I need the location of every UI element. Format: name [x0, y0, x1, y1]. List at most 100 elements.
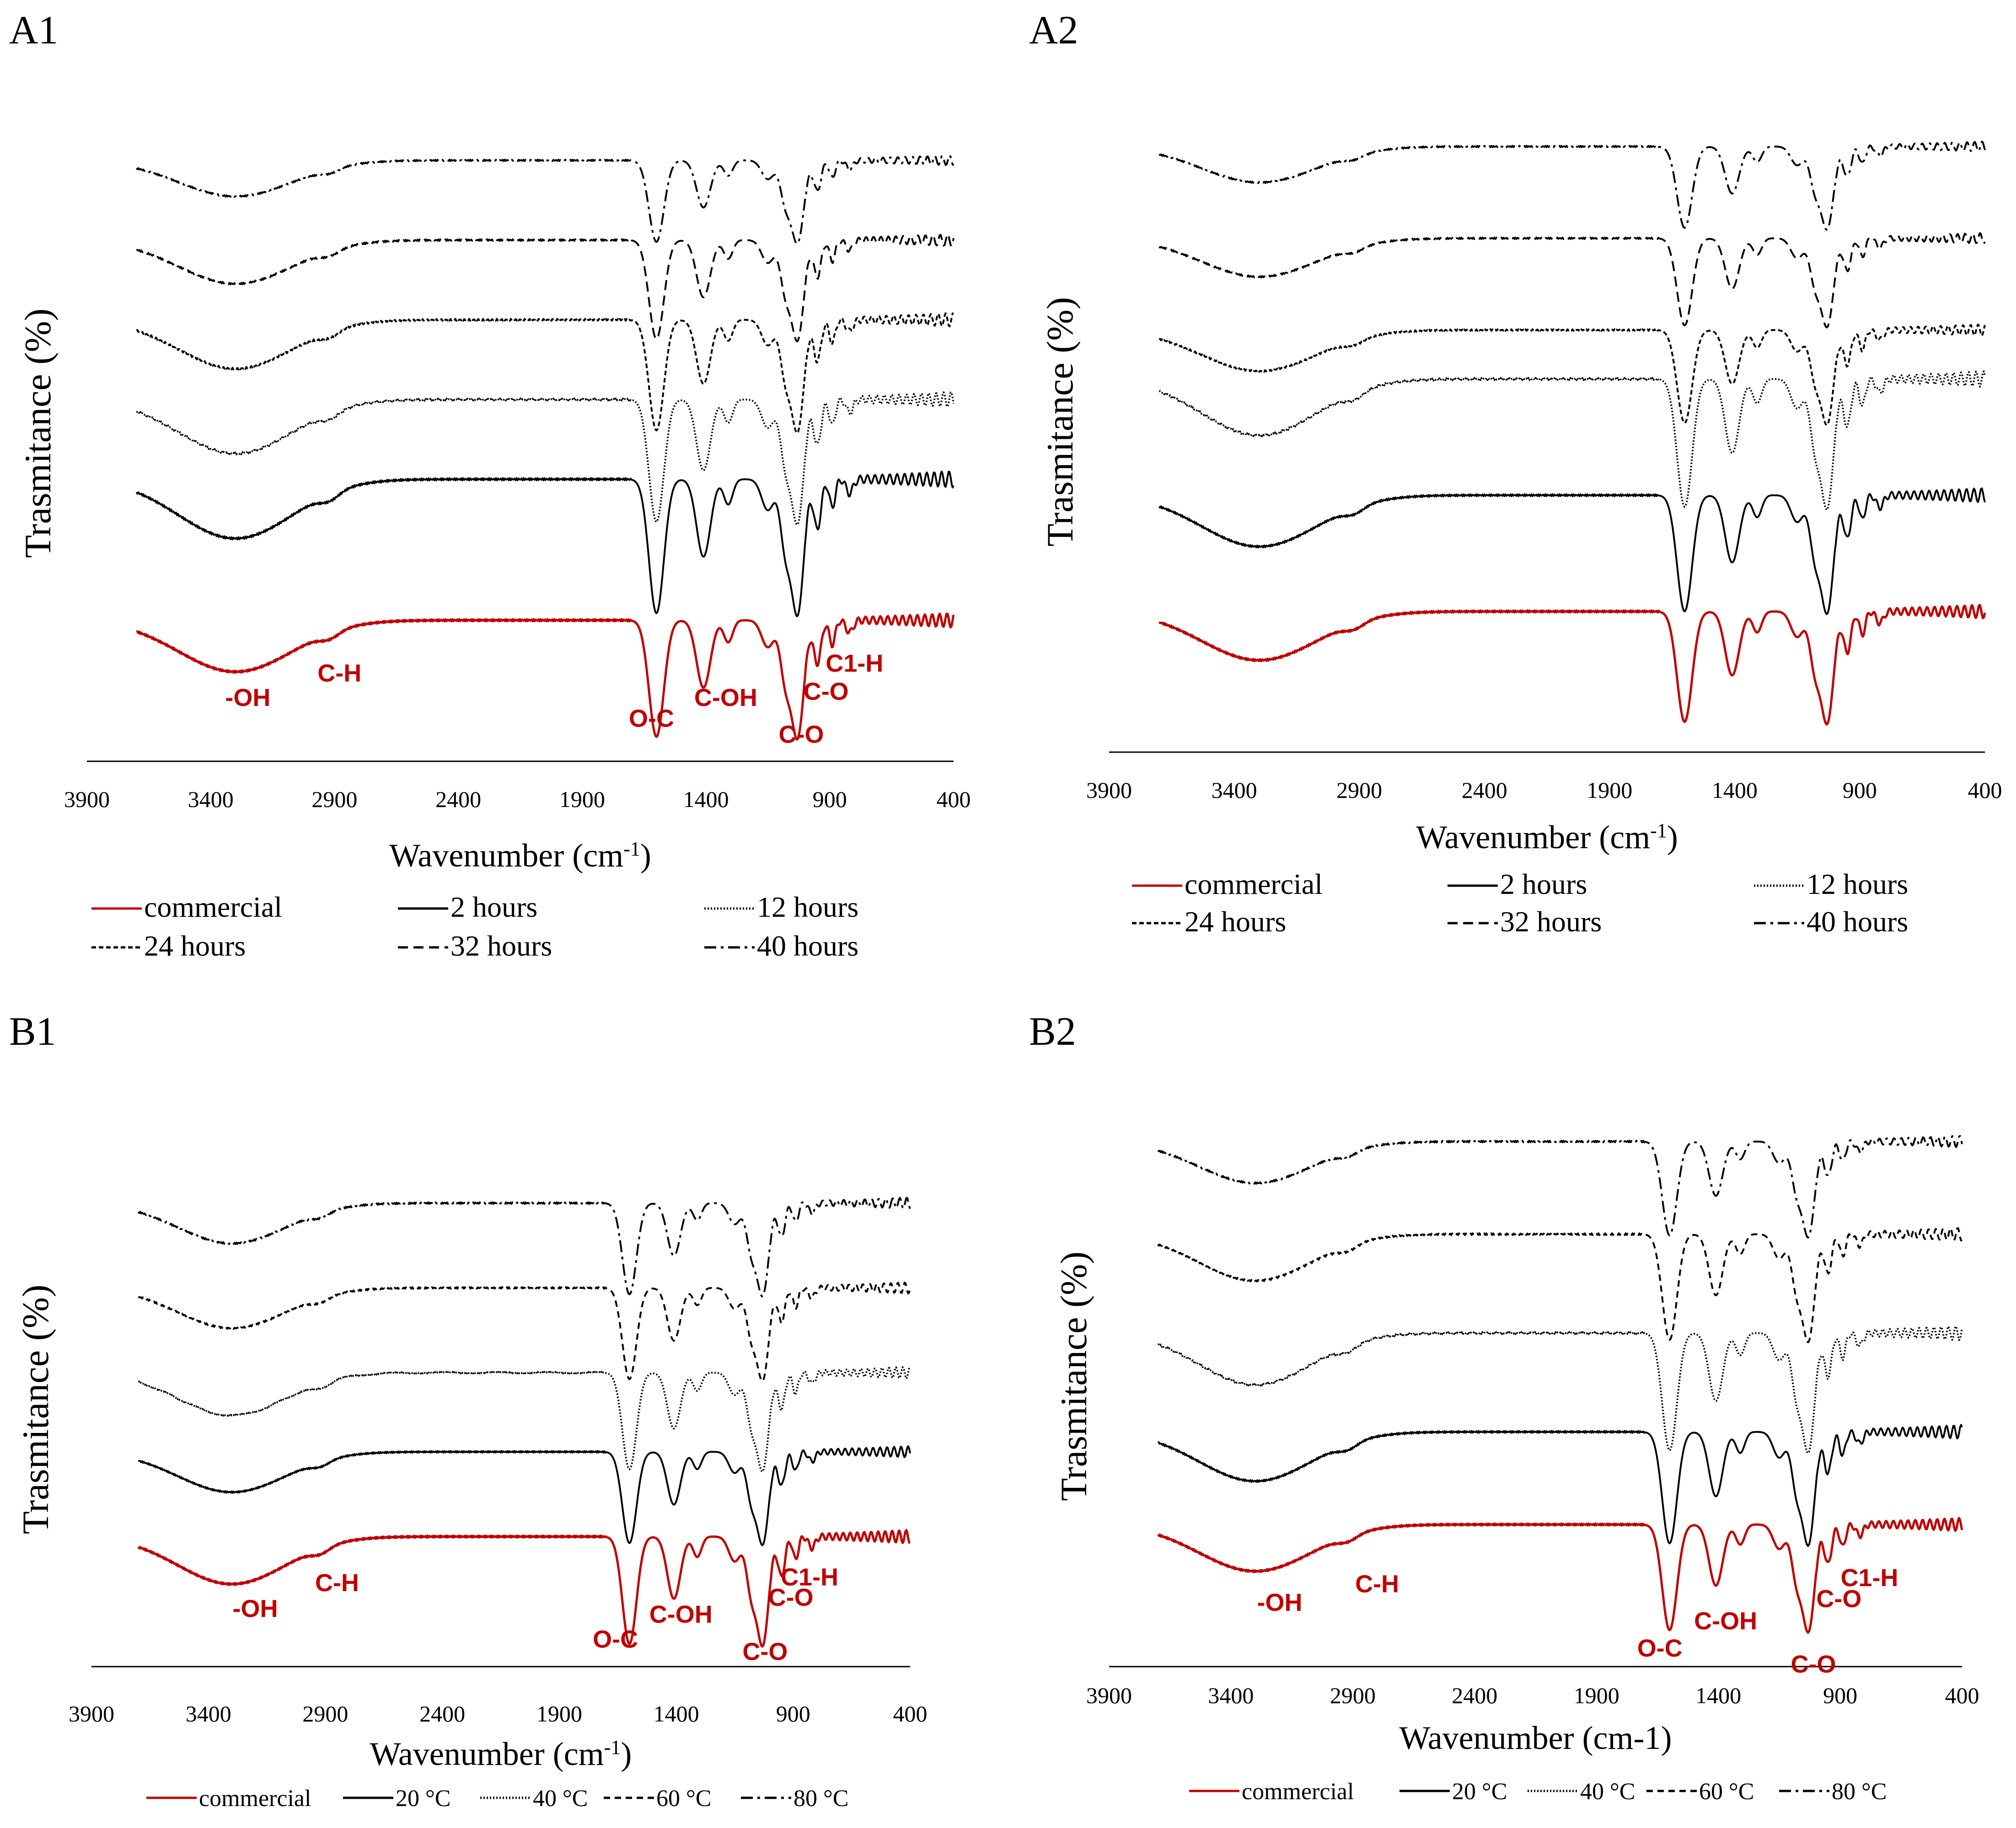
x-tick-label: 2900 — [1336, 777, 1382, 803]
x-tick-label: 400 — [1945, 1683, 1979, 1708]
band-label: C-O — [779, 721, 824, 748]
panel-label: B2 — [1029, 1010, 1076, 1054]
x-tick-label: 400 — [893, 1701, 928, 1726]
band-label: -OH — [233, 1595, 278, 1623]
band-label: O-C — [629, 705, 674, 732]
chart-panel-B2: B2 Trasmitance (%) 3900 3400 2900 2400 1900 140… — [1029, 1010, 1979, 1805]
band-label: O-C — [593, 1625, 638, 1653]
band-label: C-O — [1791, 1651, 1836, 1678]
legend-label: 24 hours — [1185, 905, 1286, 938]
series-line-12-hours — [136, 391, 954, 526]
x-tick-label: 2400 — [419, 1701, 465, 1726]
series-line-commercial — [136, 612, 955, 741]
x-tick-label: 400 — [1968, 777, 2002, 803]
y-axis-label: Trasmitance (%) — [15, 1285, 56, 1534]
x-tick-label: 2400 — [1462, 777, 1507, 803]
legend-label: 24 hours — [144, 930, 246, 962]
series-line-2-hours — [135, 470, 954, 617]
band-label: C-O — [742, 1638, 788, 1666]
band-label: O-C — [1637, 1635, 1683, 1662]
series-line-commercial — [137, 1529, 911, 1648]
panel-label: A2 — [1029, 8, 1078, 53]
series-line-12-hours — [1158, 370, 1986, 511]
legend-label: 80 °C — [1832, 1779, 1887, 1805]
x-tick-label: 900 — [813, 786, 847, 812]
legend-label: commercial — [1185, 868, 1323, 900]
legend-label: 60 °C — [656, 1785, 711, 1812]
series-line-2-hours — [1158, 487, 1986, 615]
legend-label: 12 hours — [757, 891, 858, 923]
x-axis-label: Wavenumber (cm-1) — [1399, 1720, 1672, 1756]
legend: commercial 2 hours 12 hours 24 hours 32 hour… — [1132, 868, 1908, 938]
x-tick-label: 1900 — [1574, 1683, 1619, 1708]
x-tick-label: 1400 — [1695, 1683, 1741, 1708]
chart-panel-B1: B1 Trasmitance (%) 3900 3400 2900 2400 1900 140… — [9, 1010, 928, 1812]
x-tick-label: 3900 — [64, 786, 110, 812]
x-tick-label: 1900 — [1587, 777, 1632, 803]
band-label: C-OH — [694, 684, 757, 711]
x-tick-label: 2400 — [435, 786, 481, 812]
band-label: C-OH — [1694, 1607, 1757, 1635]
x-tick-label: 900 — [1823, 1683, 1857, 1708]
x-tick-label: 2400 — [1452, 1683, 1497, 1708]
x-tick-label: 900 — [776, 1701, 810, 1726]
band-label: C-H — [1355, 1570, 1399, 1598]
legend-label: 12 hours — [1807, 868, 1908, 900]
x-axis-label: Wavenumber (cm-1) — [1416, 819, 1678, 855]
x-tick-label: 1900 — [559, 786, 605, 812]
x-axis-label: Wavenumber (cm-1) — [389, 837, 651, 874]
y-axis-label: Trasmitance (%) — [1039, 297, 1081, 547]
series-line-80-c — [137, 1197, 911, 1298]
series-line-80-c — [1157, 1135, 1963, 1239]
legend-label: 32 hours — [450, 930, 552, 962]
legend: commercial 2 hours 12 hours 24 hours 32 hour… — [91, 891, 858, 962]
legend-label: 2 hours — [1500, 868, 1587, 900]
x-tick-label: 3400 — [186, 1701, 231, 1726]
legend-label: 40 °C — [533, 1785, 588, 1812]
x-tick-label: 3400 — [1208, 1683, 1254, 1708]
legend-label: 32 hours — [1500, 905, 1602, 938]
band-label: -OH — [225, 684, 270, 711]
series-line-40-hours — [1158, 140, 1986, 231]
series-line-40-c — [138, 1366, 911, 1473]
series-line-32-hours — [136, 233, 954, 342]
x-tick-label: 3400 — [1212, 777, 1257, 803]
x-tick-label: 1900 — [536, 1701, 582, 1726]
band-label: C1-H — [1841, 1564, 1898, 1592]
series-line-24-hours — [136, 312, 954, 434]
chart-panel-A1: A1 Trasmitance (%) 3900 3400 2900 2400 1900 140… — [9, 8, 971, 962]
legend-label: commercial — [199, 1785, 311, 1812]
band-label: C-O — [768, 1584, 814, 1611]
x-tick-label: 2900 — [302, 1701, 348, 1726]
x-tick-label: 1400 — [654, 1701, 699, 1726]
panel-label: B1 — [9, 1010, 56, 1054]
series-line-60-c — [138, 1282, 911, 1382]
band-label: C-H — [315, 1569, 359, 1597]
band-label: C1-H — [781, 1563, 838, 1591]
series-line-24-hours — [1158, 323, 1986, 426]
legend-label: 40 hours — [757, 930, 858, 962]
legend-label: 2 hours — [450, 891, 537, 923]
x-tick-label: 1400 — [683, 786, 729, 812]
x-tick-label: 2900 — [1330, 1683, 1376, 1708]
legend: commercial 20 °C 40 °C 60 °C 80 °C — [146, 1785, 848, 1812]
band-label: C-H — [317, 659, 361, 687]
x-tick-label: 1400 — [1712, 777, 1758, 803]
x-tick-label: 3900 — [69, 1701, 114, 1726]
band-label: -OH — [1257, 1589, 1303, 1616]
x-axis-label: Wavenumber (cm-1) — [370, 1736, 632, 1772]
band-label: C-O — [1816, 1585, 1861, 1613]
series-line-20-c — [1157, 1424, 1963, 1547]
legend-label: commercial — [1242, 1779, 1354, 1805]
band-label: C-OH — [649, 1601, 713, 1628]
legend-label: 80 °C — [794, 1785, 848, 1812]
chart-panel-A2: A2 Trasmitance (%) 3900 3400 2900 2400 1900 140… — [1029, 8, 2002, 938]
x-tick-label: 2900 — [311, 786, 357, 812]
series-line-commercial — [1158, 604, 1986, 726]
legend-label: 40 °C — [1580, 1779, 1635, 1805]
y-axis-label: Trasmitance (%) — [1053, 1251, 1094, 1501]
series-line-40-c — [1158, 1326, 1963, 1454]
legend-label: 20 °C — [1452, 1779, 1507, 1805]
series-line-40-hours — [135, 154, 954, 245]
